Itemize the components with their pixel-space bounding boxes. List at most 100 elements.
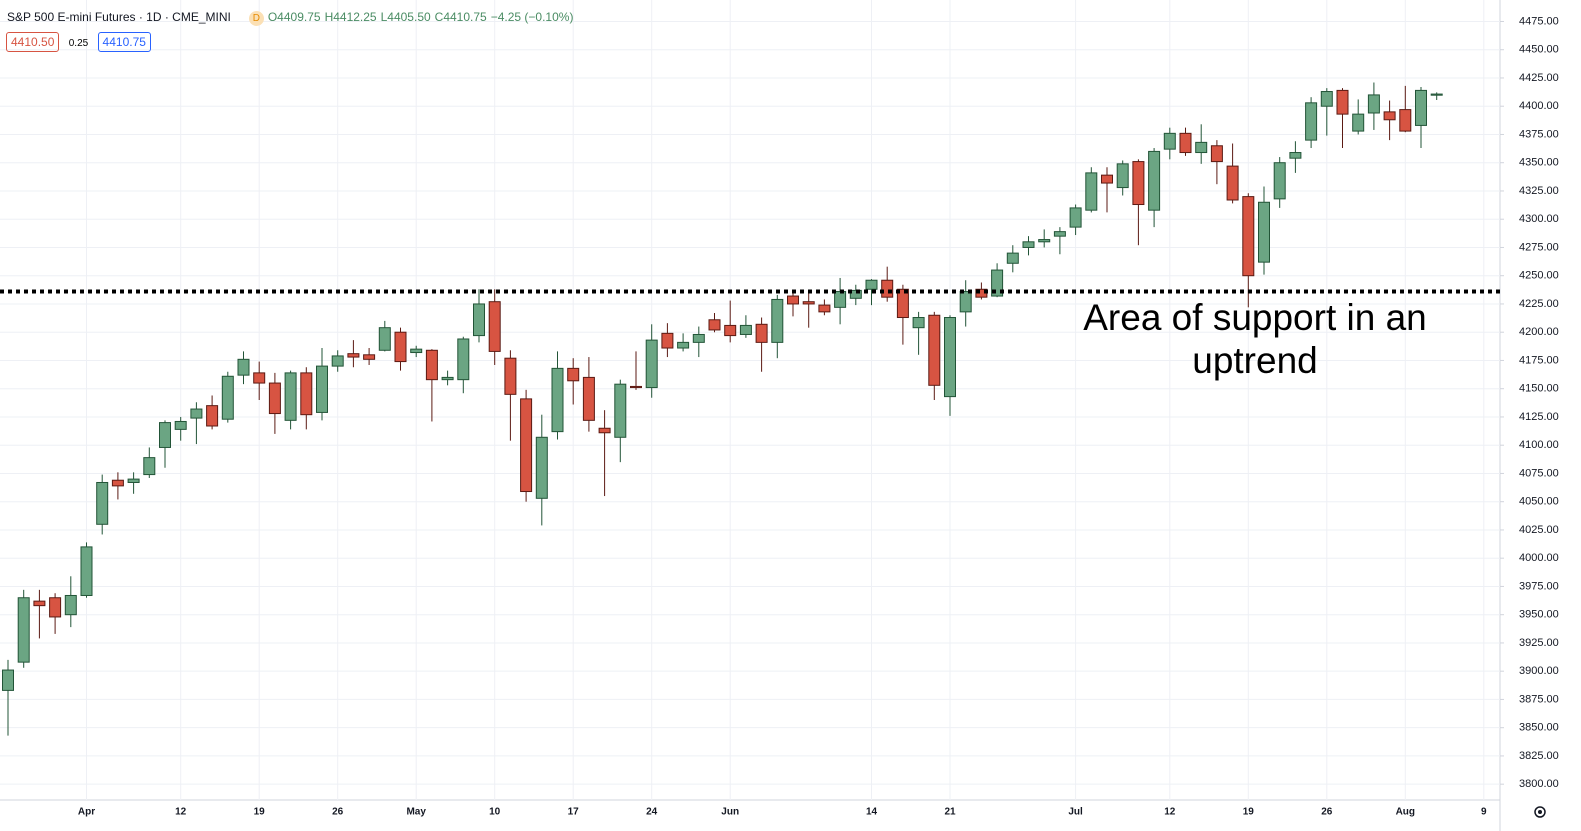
candle-body	[49, 597, 62, 618]
candle-body	[1415, 89, 1427, 126]
candle-body	[551, 367, 564, 433]
candle-body	[268, 382, 281, 415]
candle-body	[331, 355, 344, 367]
candle-body	[708, 319, 721, 331]
annotation: Area of support in an uptrend	[1083, 297, 1427, 381]
candle-body	[739, 324, 752, 335]
candle-body	[33, 600, 46, 607]
candle-body	[316, 365, 328, 413]
candle-body	[1195, 141, 1208, 154]
candle-body	[1085, 172, 1098, 211]
candle-body	[849, 289, 862, 299]
candle-body	[1399, 109, 1412, 132]
y-tick-label: 3875.00	[1519, 693, 1559, 705]
candle-body	[1101, 174, 1113, 184]
candle-body	[190, 408, 203, 419]
y-tick-label: 4300.00	[1519, 213, 1559, 225]
candle-body	[64, 594, 77, 616]
candle-body	[159, 422, 171, 448]
y-tick-label: 4400.00	[1519, 100, 1559, 112]
candle-body	[2, 669, 14, 691]
spread: 0.25	[68, 38, 89, 49]
candle-body	[991, 269, 1004, 297]
candle-body	[1352, 113, 1365, 132]
y-tick-label: 4025.00	[1519, 524, 1559, 536]
candle-body	[677, 341, 690, 349]
y-tick-label: 3975.00	[1519, 580, 1559, 592]
gear-center[interactable]	[1538, 810, 1542, 814]
candle-body	[363, 354, 376, 360]
candle-body	[473, 303, 485, 337]
symbol-title[interactable]: S&P 500 E-mini Futures · 1D · CME_MINI	[7, 10, 231, 24]
candle-body	[865, 279, 878, 290]
candle-body	[394, 331, 407, 363]
x-tick-label: 26	[1321, 807, 1333, 818]
y-tick-label: 4100.00	[1519, 439, 1559, 451]
candle-body	[1273, 162, 1286, 200]
candle-body	[614, 383, 627, 438]
candle-body	[818, 304, 831, 313]
y-tick-label: 4000.00	[1519, 552, 1559, 564]
candle-body	[221, 375, 234, 420]
candle-body	[410, 348, 423, 354]
candle-body	[1336, 89, 1349, 115]
x-tick-label: 19	[254, 807, 266, 818]
ask-button[interactable]: 4410.75	[97, 32, 151, 52]
candle-body	[1242, 196, 1255, 277]
x-tick-label: 19	[1243, 807, 1255, 818]
y-tick-label: 4450.00	[1519, 44, 1559, 56]
candle-body	[520, 398, 533, 493]
ohlc-high: H4412.25	[324, 10, 377, 24]
candle-body	[598, 427, 611, 434]
candle-body	[457, 338, 470, 381]
candle-body	[174, 420, 187, 430]
candle-body	[1116, 163, 1129, 189]
candle-body	[1038, 239, 1051, 243]
candle-body	[645, 339, 658, 389]
settings-icon[interactable]	[1534, 806, 1546, 818]
badge: D	[248, 11, 264, 26]
ohlc-open: O4409.75	[267, 10, 321, 24]
candle-body	[802, 301, 815, 305]
y-tick-label: 4425.00	[1519, 72, 1559, 84]
candle-body	[1367, 94, 1380, 114]
y-tick-label: 4325.00	[1519, 185, 1559, 197]
y-tick-label: 4150.00	[1519, 383, 1559, 395]
x-tick-label: 12	[175, 807, 187, 818]
candle-body	[567, 367, 580, 382]
candle-body	[1320, 91, 1333, 107]
candle-body	[928, 314, 941, 386]
ohlc-close: C4410.75	[434, 10, 487, 24]
candle-body	[692, 333, 705, 343]
candle-body	[504, 357, 517, 395]
bid-button[interactable]: 4410.50	[6, 32, 60, 52]
y-tick-label: 4050.00	[1519, 496, 1559, 508]
x-tick-label: 21	[944, 807, 956, 818]
x-tick-label: 9	[1481, 807, 1487, 818]
candle-body	[488, 301, 501, 352]
x-tick-label: May	[406, 807, 426, 818]
y-tick-label: 3825.00	[1519, 750, 1559, 762]
y-tick-label: 3925.00	[1519, 637, 1559, 649]
y-tick-label: 4250.00	[1519, 270, 1559, 282]
candle-body	[630, 385, 642, 389]
y-tick-label: 4475.00	[1519, 15, 1559, 27]
x-tick-label: 26	[332, 807, 344, 818]
y-tick-label: 4275.00	[1519, 241, 1559, 253]
x-tick-label: Jun	[721, 807, 739, 818]
candle-body	[127, 478, 140, 483]
x-tick-label: Apr	[78, 807, 95, 818]
candle-body	[253, 372, 266, 384]
candle-body	[834, 291, 847, 308]
candle-body	[661, 332, 674, 349]
gear[interactable]	[1534, 806, 1546, 818]
candle-body	[441, 376, 454, 381]
candle-body	[787, 295, 799, 305]
candle-body	[17, 597, 30, 663]
candle-body	[111, 479, 124, 487]
candle-body	[1006, 252, 1019, 264]
x-tick-label: 24	[646, 807, 658, 818]
